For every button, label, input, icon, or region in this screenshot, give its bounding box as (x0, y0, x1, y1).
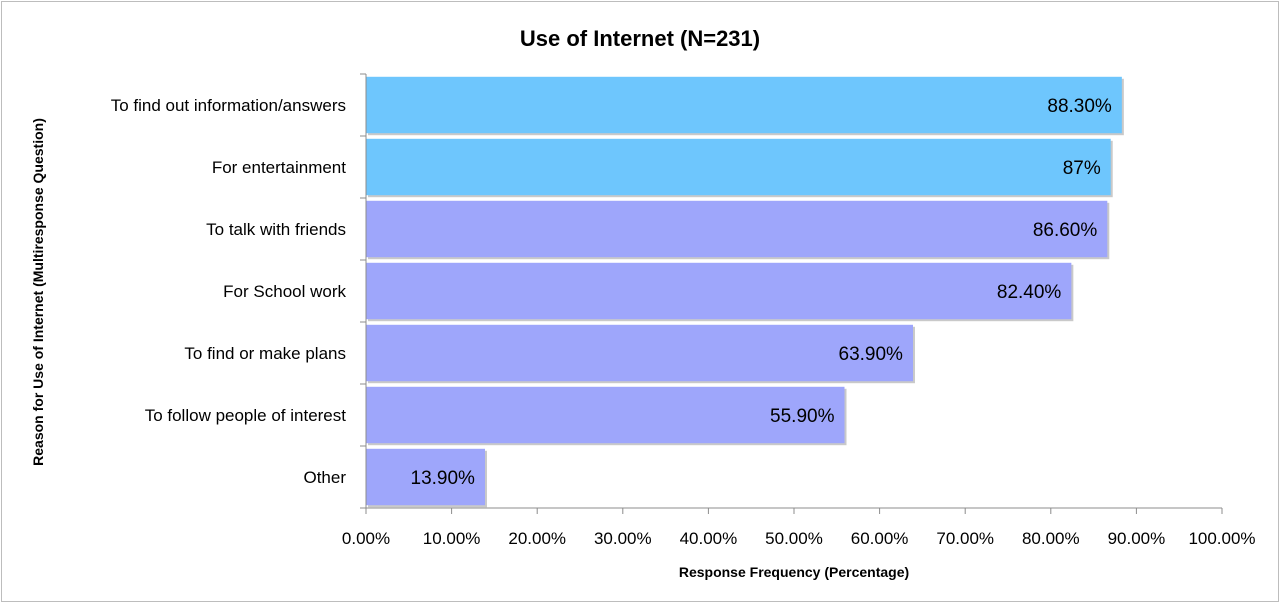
bar (366, 386, 845, 444)
tick-labels-layer: 0.00% 10.00% 20.00% 30.00% 40.00% 50.00% 60.00… (342, 529, 1256, 548)
bar-value-label: 87% (1063, 158, 1101, 179)
bar (366, 200, 1108, 258)
category-label: To find or make plans (184, 344, 346, 363)
bar (366, 448, 485, 506)
axis-layer (360, 73, 1223, 514)
x-tick-label: 50.00% (765, 529, 823, 548)
x-tick-label: 40.00% (680, 529, 738, 548)
x-tick-label: 60.00% (851, 529, 909, 548)
bars-layer (366, 76, 1124, 508)
bar-value-label: 82.40% (997, 282, 1062, 303)
bar (366, 324, 913, 382)
category-label: To follow people of interest (145, 406, 347, 425)
bar (366, 138, 1111, 196)
x-tick-label: 70.00% (936, 529, 994, 548)
value-labels-layer: 88.30% 87% 86.60% 82.40% 63.90% 55.90% 13.90% (411, 96, 1112, 489)
category-labels-layer: To find out information/answers For enter… (111, 96, 347, 487)
bar (366, 76, 1122, 134)
x-tick-label: 20.00% (508, 529, 566, 548)
x-tick-label: 80.00% (1022, 529, 1080, 548)
category-label: For entertainment (212, 158, 346, 177)
x-tick-label: 0.00% (342, 529, 390, 548)
bar-value-label: 55.90% (770, 406, 835, 427)
y-axis-title: Reason for Use of Internet (Multirespons… (30, 118, 46, 466)
category-label: For School work (223, 282, 346, 301)
x-axis-title: Response Frequency (Percentage) (679, 564, 909, 580)
bar-value-label: 88.30% (1047, 96, 1112, 117)
bar-value-label: 86.60% (1033, 220, 1098, 241)
category-label: To talk with friends (206, 220, 346, 239)
category-label: To find out information/answers (111, 96, 346, 115)
category-label: Other (303, 468, 346, 487)
x-tick-label: 100.00% (1188, 529, 1255, 548)
chart-title: Use of Internet (N=231) (520, 26, 760, 51)
x-tick-label: 90.00% (1108, 529, 1166, 548)
x-tick-label: 30.00% (594, 529, 652, 548)
x-tick-label: 10.00% (423, 529, 481, 548)
bar-value-label: 63.90% (839, 344, 904, 365)
bar (366, 262, 1072, 320)
bar-value-label: 13.90% (411, 468, 476, 489)
